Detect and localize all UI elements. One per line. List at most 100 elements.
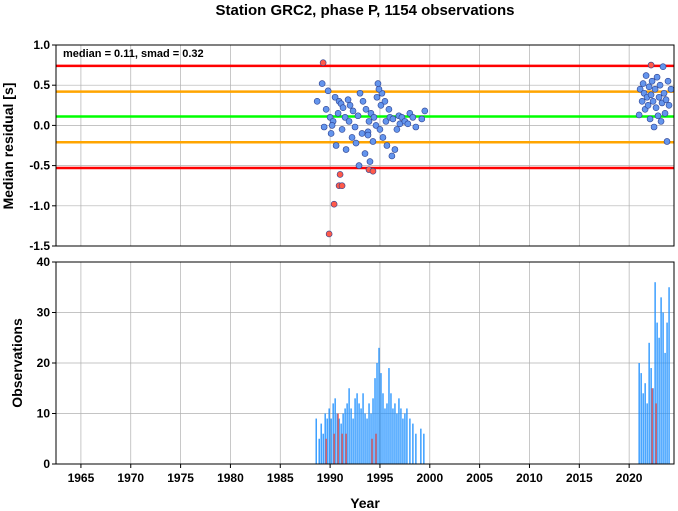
observation-bar bbox=[668, 287, 670, 464]
observation-bar bbox=[392, 408, 394, 464]
residual-point bbox=[638, 97, 646, 105]
residual-point bbox=[324, 87, 332, 95]
residual-point bbox=[647, 91, 655, 99]
residual-point bbox=[356, 89, 364, 97]
median-smad-annotation: median = 0.11, smad = 0.32 bbox=[63, 48, 204, 60]
residual-point bbox=[359, 97, 367, 105]
observations-tick-label: 40 bbox=[37, 255, 51, 269]
observation-bar bbox=[384, 408, 386, 464]
residual-point bbox=[322, 106, 330, 113]
residual-point bbox=[660, 89, 668, 97]
residual-point bbox=[404, 120, 412, 128]
residual-point bbox=[328, 122, 336, 129]
residual-point bbox=[647, 61, 655, 69]
residual-tick-label: -1.0 bbox=[29, 199, 50, 213]
residual-point bbox=[421, 107, 429, 115]
observation-bar bbox=[646, 403, 648, 464]
observation-bar bbox=[423, 433, 425, 464]
observation-bar bbox=[358, 403, 360, 464]
residual-point bbox=[418, 115, 426, 123]
observation-bar bbox=[345, 433, 347, 464]
residual-point bbox=[667, 85, 675, 93]
residual-panel: 1.0 0.5 0.0 -0.5 -1.0 -1.5 median = 0.11, sma… bbox=[0, 38, 675, 253]
residual-point bbox=[372, 122, 380, 129]
residual-point bbox=[385, 106, 393, 113]
observation-bar bbox=[412, 423, 414, 464]
observation-bar bbox=[370, 413, 372, 464]
observation-bar bbox=[666, 322, 668, 464]
residual-point bbox=[342, 146, 350, 153]
observation-bar bbox=[650, 368, 652, 464]
year-tick-label: 1990 bbox=[317, 471, 344, 485]
residual-point bbox=[649, 97, 657, 105]
residual-tick-label: -0.5 bbox=[29, 159, 50, 173]
year-tick-label: 1985 bbox=[267, 471, 294, 485]
residual-point bbox=[650, 123, 658, 131]
residual-grid bbox=[56, 44, 674, 247]
residual-point bbox=[339, 104, 347, 112]
residual-point bbox=[331, 93, 339, 101]
residual-point bbox=[646, 115, 654, 123]
year-tick-label: 1975 bbox=[167, 471, 194, 485]
observation-bar bbox=[332, 403, 334, 464]
observation-bar bbox=[375, 433, 377, 464]
residual-tick-label: 1.0 bbox=[33, 38, 50, 52]
observation-bar bbox=[322, 433, 324, 464]
observation-bar bbox=[398, 398, 400, 464]
observation-bar bbox=[344, 408, 346, 464]
observation-bar bbox=[409, 418, 411, 464]
observation-bar bbox=[328, 408, 330, 464]
residual-point bbox=[661, 110, 669, 117]
residual-frame bbox=[55, 44, 675, 247]
residual-point bbox=[345, 118, 353, 125]
observation-bar bbox=[394, 403, 396, 464]
residual-point bbox=[348, 134, 356, 141]
observation-bar bbox=[324, 413, 326, 464]
observation-bar bbox=[342, 413, 344, 464]
observation-bar bbox=[651, 388, 653, 464]
observation-bar bbox=[400, 408, 402, 464]
residual-point bbox=[338, 126, 346, 133]
observation-bar bbox=[318, 438, 320, 464]
residual-point bbox=[639, 80, 647, 87]
observation-bar bbox=[337, 413, 339, 464]
observation-bar bbox=[390, 393, 392, 464]
year-tick-label: 1970 bbox=[117, 471, 144, 485]
residual-point bbox=[336, 171, 344, 178]
residual-point bbox=[364, 131, 372, 139]
observation-bar bbox=[415, 433, 417, 464]
residual-point bbox=[352, 139, 360, 147]
residual-point bbox=[412, 123, 420, 131]
observation-bar bbox=[334, 398, 336, 464]
residual-point bbox=[338, 182, 346, 189]
year-tick-label: 2010 bbox=[516, 471, 543, 485]
year-tick-label: 2000 bbox=[416, 471, 443, 485]
residual-y-label: Median residual [s] bbox=[0, 83, 16, 210]
residual-point bbox=[383, 142, 391, 149]
observation-bar bbox=[341, 433, 343, 464]
observation-bar bbox=[362, 393, 364, 464]
residual-point bbox=[365, 118, 373, 125]
residual-point bbox=[355, 162, 363, 169]
residual-point bbox=[382, 118, 390, 125]
residual-point bbox=[662, 96, 670, 103]
observation-bar bbox=[642, 393, 644, 464]
observation-bar bbox=[378, 347, 380, 464]
residual-point bbox=[369, 167, 377, 175]
residual-point bbox=[376, 126, 384, 133]
year-tick-label: 1995 bbox=[367, 471, 394, 485]
observation-bar bbox=[376, 363, 378, 464]
observation-bar bbox=[658, 337, 660, 464]
residual-point bbox=[651, 85, 659, 93]
residual-point bbox=[366, 158, 374, 165]
residual-point bbox=[652, 104, 660, 112]
residual-point bbox=[635, 111, 643, 119]
x-axis-label: Year bbox=[350, 495, 380, 511]
residual-point bbox=[645, 83, 653, 91]
residual-point bbox=[325, 230, 333, 238]
residual-point bbox=[327, 130, 335, 137]
observation-bar bbox=[656, 322, 658, 464]
observation-bar bbox=[348, 388, 350, 464]
